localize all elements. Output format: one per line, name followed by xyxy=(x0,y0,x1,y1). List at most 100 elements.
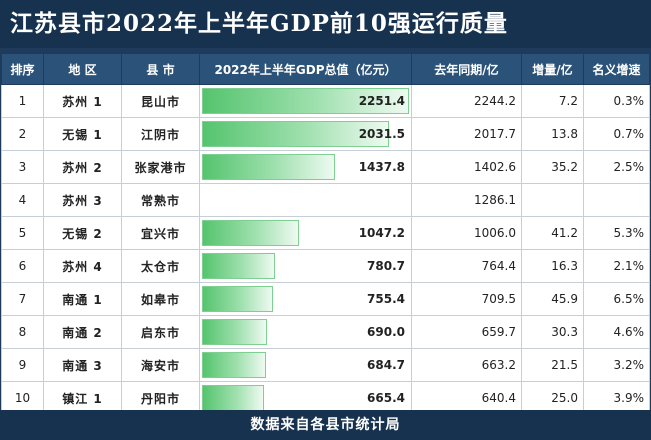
gdp-bar xyxy=(202,319,267,345)
gdp-bar-cell: 2251.4 xyxy=(199,84,412,118)
gdp-bar-cell: 780.7 xyxy=(199,249,412,283)
gdp-bar xyxy=(202,220,300,246)
column-header-rank: 排序 xyxy=(1,53,44,85)
table-row: 3 苏州 2 张家港市 1437.8 1402.6 35.2 2.5% xyxy=(1,150,650,184)
increase-cell: 41.2 xyxy=(521,216,584,250)
county-cell: 海安市 xyxy=(121,348,200,382)
column-header-increase: 增量/亿 xyxy=(521,53,584,85)
table-row: 4 苏州 3 常熟市 1286.1 xyxy=(1,183,650,217)
page-title: 江苏县市2022年上半年GDP前10强运行质量 xyxy=(0,0,651,48)
gdp-bar-cell: 1437.8 xyxy=(199,150,412,184)
increase-cell: 7.2 xyxy=(521,84,584,118)
gdp-value-label: 780.7 xyxy=(367,259,405,273)
county-cell: 太仓市 xyxy=(121,249,200,283)
last-year-cell: 2017.7 xyxy=(411,117,522,151)
gdp-value-label: 1437.8 xyxy=(358,160,405,174)
increase-cell xyxy=(521,183,584,217)
increase-cell: 21.5 xyxy=(521,348,584,382)
region-cell: 苏州 3 xyxy=(43,183,122,217)
table-row: 8 南通 2 启东市 690.0 659.7 30.3 4.6% xyxy=(1,315,650,349)
growth-cell: 0.3% xyxy=(583,84,650,118)
gdp-bar-cell: 684.7 xyxy=(199,348,412,382)
gdp-bar xyxy=(202,253,275,279)
rank-cell: 8 xyxy=(1,315,44,349)
column-header-county: 县 市 xyxy=(121,53,200,85)
column-header-gdp: 2022年上半年GDP总值（亿元） xyxy=(199,53,412,85)
gdp-bar xyxy=(202,121,389,147)
region-cell: 苏州 4 xyxy=(43,249,122,283)
gdp-bar-cell: 755.4 xyxy=(199,282,412,316)
rank-cell: 9 xyxy=(1,348,44,382)
table-row: 5 无锡 2 宜兴市 1047.2 1006.0 41.2 5.3% xyxy=(1,216,650,250)
column-header-last-year: 去年同期/亿 xyxy=(411,53,522,85)
rank-cell: 7 xyxy=(1,282,44,316)
source-footer: 数据来自各县市统计局 xyxy=(0,410,651,440)
last-year-cell: 2244.2 xyxy=(411,84,522,118)
table-row: 2 无锡 1 江阴市 2031.5 2017.7 13.8 0.7% xyxy=(1,117,650,151)
gdp-value-label: 1047.2 xyxy=(358,226,405,240)
last-year-cell: 764.4 xyxy=(411,249,522,283)
gdp-bar-cell: 2031.5 xyxy=(199,117,412,151)
growth-cell: 2.5% xyxy=(583,150,650,184)
table-row: 6 苏州 4 太仓市 780.7 764.4 16.3 2.1% xyxy=(1,249,650,283)
county-cell: 如皋市 xyxy=(121,282,200,316)
gdp-bar-cell: 1047.2 xyxy=(199,216,412,250)
county-cell: 启东市 xyxy=(121,315,200,349)
growth-cell: 6.5% xyxy=(583,282,650,316)
growth-cell: 4.6% xyxy=(583,315,650,349)
growth-cell: 3.2% xyxy=(583,348,650,382)
rank-cell: 2 xyxy=(1,117,44,151)
last-year-cell: 1402.6 xyxy=(411,150,522,184)
gdp-value-label: 684.7 xyxy=(367,358,405,372)
last-year-cell: 663.2 xyxy=(411,348,522,382)
table-row: 9 南通 3 海安市 684.7 663.2 21.5 3.2% xyxy=(1,348,650,382)
gdp-bar-cell: 690.0 xyxy=(199,315,412,349)
gdp-bar xyxy=(202,385,265,411)
last-year-cell: 1006.0 xyxy=(411,216,522,250)
region-cell: 苏州 2 xyxy=(43,150,122,184)
increase-cell: 16.3 xyxy=(521,249,584,283)
gdp-table: 排序 地 区 县 市 2022年上半年GDP总值（亿元） 去年同期/亿 增量/亿… xyxy=(1,53,650,415)
county-cell: 江阴市 xyxy=(121,117,200,151)
last-year-cell: 709.5 xyxy=(411,282,522,316)
table-row: 1 苏州 1 昆山市 2251.4 2244.2 7.2 0.3% xyxy=(1,84,650,118)
growth-cell: 2.1% xyxy=(583,249,650,283)
growth-cell: 3.9% xyxy=(583,381,650,415)
gdp-bar xyxy=(202,286,273,312)
column-header-growth: 名义增速 xyxy=(583,53,650,85)
growth-cell: 0.7% xyxy=(583,117,650,151)
growth-cell: 5.3% xyxy=(583,216,650,250)
growth-cell xyxy=(583,183,650,217)
increase-cell: 35.2 xyxy=(521,150,584,184)
region-cell: 无锡 1 xyxy=(43,117,122,151)
gdp-bar xyxy=(202,88,409,114)
region-cell: 南通 1 xyxy=(43,282,122,316)
gdp-value-label: 665.4 xyxy=(367,391,405,405)
table-header-row: 排序 地 区 县 市 2022年上半年GDP总值（亿元） 去年同期/亿 增量/亿… xyxy=(1,53,650,85)
county-cell: 昆山市 xyxy=(121,84,200,118)
region-cell: 镇江 1 xyxy=(43,381,122,415)
last-year-cell: 640.4 xyxy=(411,381,522,415)
rank-cell: 5 xyxy=(1,216,44,250)
table-row: 10 镇江 1 丹阳市 665.4 640.4 25.0 3.9% xyxy=(1,381,650,415)
gdp-bar xyxy=(202,352,267,378)
rank-cell: 6 xyxy=(1,249,44,283)
gdp-value-label: 690.0 xyxy=(367,325,405,339)
county-cell: 常熟市 xyxy=(121,183,200,217)
region-cell: 南通 3 xyxy=(43,348,122,382)
region-cell: 南通 2 xyxy=(43,315,122,349)
gdp-value-label: 2251.4 xyxy=(358,94,405,108)
county-cell: 张家港市 xyxy=(121,150,200,184)
rank-cell: 4 xyxy=(1,183,44,217)
increase-cell: 30.3 xyxy=(521,315,584,349)
increase-cell: 13.8 xyxy=(521,117,584,151)
increase-cell: 45.9 xyxy=(521,282,584,316)
rank-cell: 3 xyxy=(1,150,44,184)
last-year-cell: 659.7 xyxy=(411,315,522,349)
gdp-value-label: 755.4 xyxy=(367,292,405,306)
last-year-cell: 1286.1 xyxy=(411,183,522,217)
gdp-value-label: 2031.5 xyxy=(358,127,405,141)
gdp-bar-cell xyxy=(199,183,412,217)
gdp-bar xyxy=(202,154,335,180)
table-body: 1 苏州 1 昆山市 2251.4 2244.2 7.2 0.3% 2 无锡 1 江阴市 2031.… xyxy=(1,84,650,415)
